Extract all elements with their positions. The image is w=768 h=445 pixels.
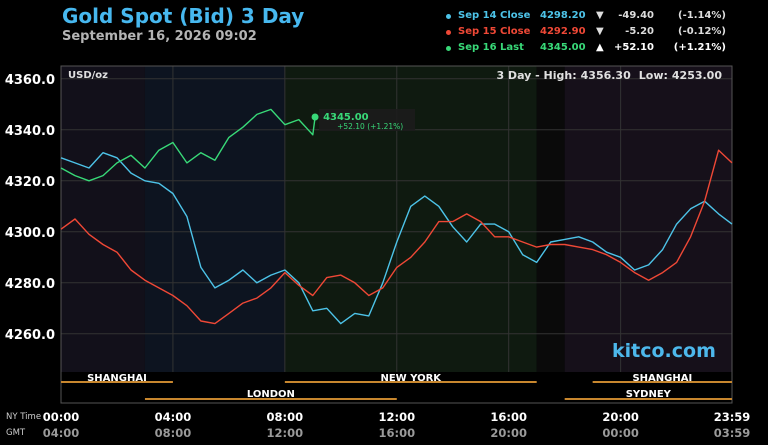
band-london <box>144 66 285 372</box>
stats-low: 4253.00 <box>671 69 722 82</box>
legend-label: Sep 14 Close <box>458 10 531 21</box>
band-asia <box>61 66 145 372</box>
session-label-shanghai: SHANGHAI <box>632 373 692 384</box>
callout-price: 4345.00 <box>323 112 369 123</box>
legend-change: -5.20 <box>625 26 654 37</box>
session-label-shanghai: SHANGHAI <box>87 373 147 384</box>
legend-label: Sep 16 Last <box>458 42 524 53</box>
unit-label: USD/oz <box>68 70 108 81</box>
x-tick-gmt: 03:59 <box>714 426 751 440</box>
legend-change: -49.40 <box>618 10 654 21</box>
x-tick-gmt: 08:00 <box>155 426 192 440</box>
series-line-sep15 <box>60 149 733 325</box>
y-tick-label: 4360.0 <box>5 73 55 88</box>
series-lines <box>60 108 733 325</box>
gmt-row-label: GMT <box>6 428 26 438</box>
chart-title: Gold Spot (Bid) 3 Day <box>62 4 305 28</box>
y-tick-label: 4300.0 <box>5 226 55 241</box>
legend-dot <box>446 46 451 51</box>
stats-prefix: 3 Day - High: <box>496 69 577 82</box>
kitco-logo: kitco.com <box>612 340 716 362</box>
legend-label: Sep 15 Close <box>458 26 531 37</box>
y-tick-label: 4260.0 <box>5 328 55 343</box>
series-line-sep14 <box>60 151 733 325</box>
up-arrow-icon: ▲ <box>596 42 604 53</box>
x-tick-ny: 20:00 <box>602 410 639 424</box>
y-axis-ticks: 4360.0 4340.0 4320.0 4300.0 4280.0 4260.0 <box>5 73 55 343</box>
down-arrow-icon: ▼ <box>596 26 604 37</box>
legend-price: 4298.20 <box>540 10 586 21</box>
band-gap <box>536 66 565 372</box>
series-line-sep16 <box>60 108 316 182</box>
session-label-new-york: NEW YORK <box>380 373 442 384</box>
x-tick-gmt: 12:00 <box>267 426 304 440</box>
high-low-stats: 3 Day - High: 4356.30 Low: 4253.00 <box>492 69 722 82</box>
legend-percent: (-0.12%) <box>678 26 726 37</box>
legend-price: 4345.00 <box>540 42 586 53</box>
session-bars: SHANGHAI NEW YORK SHANGHAI LONDON SYDNEY <box>61 373 732 400</box>
x-tick-ny: 23:59 <box>714 410 751 424</box>
legend-dot <box>446 14 451 19</box>
legend-price: 4292.90 <box>540 26 586 37</box>
x-tick-ny: 12:00 <box>378 410 415 424</box>
y-tick-label: 4320.0 <box>5 175 55 190</box>
legend-change: +52.10 <box>613 42 654 53</box>
legend-percent: (-1.14%) <box>678 10 726 21</box>
legend-dot <box>446 30 451 35</box>
x-tick-gmt: 20:00 <box>490 426 527 440</box>
callout-box <box>319 109 416 131</box>
ny-time-row-label: NY Time <box>6 412 41 422</box>
legend-percent: (+1.21%) <box>673 42 726 53</box>
x-tick-ny: 16:00 <box>490 410 527 424</box>
x-tick-ny: 00:00 <box>43 410 80 424</box>
last-price-callout: 4345.00+52.10 (+1.21%) <box>311 109 416 131</box>
x-tick-gmt: 04:00 <box>43 426 80 440</box>
session-label-sydney: SYDNEY <box>626 389 672 400</box>
down-arrow-icon: ▼ <box>596 10 604 21</box>
band-sydney <box>564 66 732 372</box>
stats-low-label: Low: <box>638 69 668 82</box>
chart-timestamp: September 16, 2026 09:02 <box>62 29 257 44</box>
last-price-marker <box>311 113 319 121</box>
stats-high: 4356.30 <box>580 69 631 82</box>
y-tick-label: 4280.0 <box>5 277 55 292</box>
session-label-london: LONDON <box>247 389 295 400</box>
callout-change: +52.10 (+1.21%) <box>337 122 403 131</box>
x-tick-gmt: 00:00 <box>602 426 639 440</box>
x-tick-ny: 04:00 <box>155 410 192 424</box>
plot-frame <box>60 65 733 404</box>
y-tick-label: 4340.0 <box>5 124 55 139</box>
x-axis-ticks: NY Time GMT 00:00 04:00 04:00 08:00 08:00 12:00… <box>6 410 750 440</box>
session-bands <box>61 66 732 372</box>
x-tick-ny: 08:00 <box>267 410 304 424</box>
x-tick-gmt: 16:00 <box>378 426 415 440</box>
